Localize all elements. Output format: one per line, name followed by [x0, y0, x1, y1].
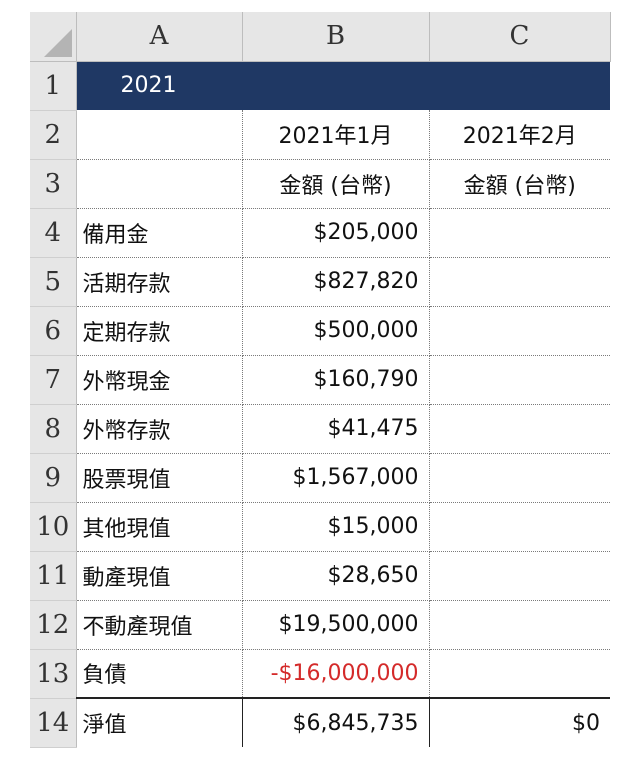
- cell-b1[interactable]: [242, 61, 429, 110]
- cell-a1[interactable]: 2021: [76, 61, 242, 110]
- cell-a11[interactable]: 動產現值: [76, 551, 243, 601]
- row-header-11[interactable]: 11: [30, 551, 77, 601]
- cell-a4[interactable]: 備用金: [76, 208, 243, 258]
- column-header-a[interactable]: A: [76, 12, 243, 62]
- cell-b9[interactable]: $1,567,000: [242, 453, 430, 503]
- row-header-10[interactable]: 10: [30, 502, 77, 552]
- cell-a8[interactable]: 外幣存款: [76, 404, 243, 454]
- spreadsheet: A B C 1 2021 2 2021年1月 2021年2月 3 金額 (台幣)…: [30, 12, 611, 748]
- row-header-7[interactable]: 7: [30, 355, 77, 405]
- column-header-b[interactable]: B: [242, 12, 430, 62]
- row-header-13[interactable]: 13: [30, 649, 77, 699]
- cell-a13[interactable]: 負債: [76, 649, 243, 699]
- cell-b2[interactable]: 2021年1月: [242, 110, 430, 160]
- row-header-1[interactable]: 1: [30, 61, 77, 111]
- cell-c5[interactable]: [429, 257, 610, 307]
- cell-c10[interactable]: [429, 502, 610, 552]
- cell-b3[interactable]: 金額 (台幣): [242, 159, 430, 209]
- cell-a3[interactable]: [76, 159, 243, 209]
- cell-a10[interactable]: 其他現值: [76, 502, 243, 552]
- cell-a12[interactable]: 不動產現值: [76, 600, 243, 650]
- cell-b14[interactable]: $6,845,735: [242, 697, 430, 747]
- row-header-8[interactable]: 8: [30, 404, 77, 454]
- row-header-4[interactable]: 4: [30, 208, 77, 258]
- cell-b6[interactable]: $500,000: [242, 306, 430, 356]
- cell-c1[interactable]: [429, 61, 610, 110]
- cell-c3[interactable]: 金額 (台幣): [429, 159, 610, 209]
- cell-b12[interactable]: $19,500,000: [242, 600, 430, 650]
- cell-a9[interactable]: 股票現值: [76, 453, 243, 503]
- cell-c6[interactable]: [429, 306, 610, 356]
- cell-b4[interactable]: $205,000: [242, 208, 430, 258]
- cell-a5[interactable]: 活期存款: [76, 257, 243, 307]
- cell-c13[interactable]: [429, 649, 610, 699]
- row-header-3[interactable]: 3: [30, 159, 77, 209]
- cell-c7[interactable]: [429, 355, 610, 405]
- cell-b5[interactable]: $827,820: [242, 257, 430, 307]
- row-header-5[interactable]: 5: [30, 257, 77, 307]
- cell-b8[interactable]: $41,475: [242, 404, 430, 454]
- row-header-6[interactable]: 6: [30, 306, 77, 356]
- cell-a14[interactable]: 淨值: [76, 697, 243, 747]
- cell-b10[interactable]: $15,000: [242, 502, 430, 552]
- row-header-2[interactable]: 2: [30, 110, 77, 160]
- select-all-corner[interactable]: [30, 12, 77, 62]
- cell-b7[interactable]: $160,790: [242, 355, 430, 405]
- cell-c2[interactable]: 2021年2月: [429, 110, 610, 160]
- cell-c14[interactable]: $0: [429, 697, 610, 747]
- cell-b13[interactable]: -$16,000,000: [242, 649, 430, 699]
- cell-c9[interactable]: [429, 453, 610, 503]
- cell-b11[interactable]: $28,650: [242, 551, 430, 601]
- cell-c4[interactable]: [429, 208, 610, 258]
- cell-c8[interactable]: [429, 404, 610, 454]
- cell-c11[interactable]: [429, 551, 610, 601]
- column-header-c[interactable]: C: [429, 12, 611, 62]
- row-header-12[interactable]: 12: [30, 600, 77, 650]
- cell-a7[interactable]: 外幣現金: [76, 355, 243, 405]
- row-header-14[interactable]: 14: [30, 698, 77, 748]
- cell-a6[interactable]: 定期存款: [76, 306, 243, 356]
- cell-a2[interactable]: [76, 110, 243, 160]
- sheet-grid: A B C 1 2021 2 2021年1月 2021年2月 3 金額 (台幣)…: [30, 12, 611, 748]
- cell-c12[interactable]: [429, 600, 610, 650]
- row-header-9[interactable]: 9: [30, 453, 77, 503]
